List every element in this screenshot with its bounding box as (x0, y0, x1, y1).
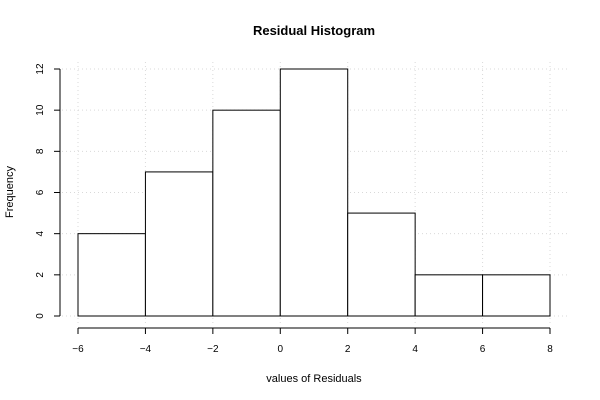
x-tick-label: 8 (547, 344, 553, 355)
y-axis-label: Frequency (4, 166, 16, 218)
y-tick-label: 10 (35, 104, 46, 116)
x-tick-label: −6 (72, 344, 84, 355)
histogram-bar (279, 68, 349, 317)
y-axis: 0 2 4 6 8 10 12 (35, 63, 61, 319)
histogram-bar (77, 233, 146, 317)
y-tick-label: 2 (35, 272, 46, 278)
y-tick-label: 0 (35, 313, 46, 319)
y-tick-label: 6 (35, 189, 46, 195)
histogram-bar (212, 109, 281, 317)
histogram-bar (144, 171, 214, 317)
x-tick-label: −4 (140, 344, 152, 355)
x-tick-label: 2 (345, 344, 351, 355)
y-tick-label: 4 (35, 230, 46, 236)
x-tick-label: 6 (480, 344, 486, 355)
y-tick-label: 8 (35, 148, 46, 154)
y-tick-label: 12 (35, 63, 46, 75)
histogram-bar (414, 274, 484, 317)
x-tick-label: 0 (278, 344, 284, 355)
bars (77, 68, 551, 317)
chart-title: Residual Histogram (253, 23, 375, 38)
histogram-bar (482, 274, 551, 317)
x-axis-label: values of Residuals (266, 373, 362, 385)
x-tick-label: 4 (412, 344, 418, 355)
x-tick-label: −2 (207, 344, 219, 355)
x-axis: −6 −4 −2 0 2 4 6 8 (72, 327, 553, 355)
histogram-bar (347, 212, 416, 317)
